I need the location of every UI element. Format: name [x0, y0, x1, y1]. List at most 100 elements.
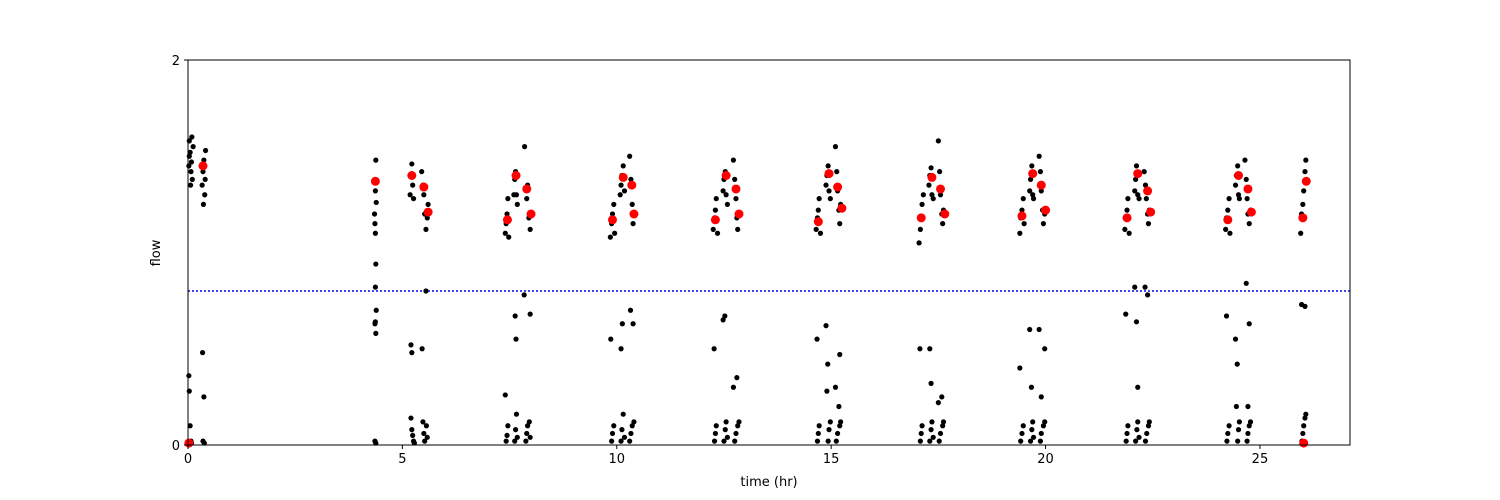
observation-point [1132, 284, 1138, 290]
observation-point [1042, 419, 1048, 425]
observation-point [1233, 403, 1239, 410]
observation-point [1298, 230, 1304, 236]
observation-point [937, 192, 944, 198]
observation-point [1234, 361, 1240, 367]
observation-point [734, 375, 740, 381]
observation-point [730, 384, 737, 390]
observation-point [1142, 284, 1148, 290]
observation-point [1124, 207, 1130, 213]
observation-point [940, 221, 946, 227]
observation-point [409, 350, 415, 356]
observation-point [524, 196, 530, 202]
observation-point [1224, 438, 1230, 444]
observation-point [1235, 163, 1241, 169]
observation-point [620, 163, 626, 169]
observation-point [627, 438, 633, 444]
event-point [184, 438, 194, 448]
observation-point [1040, 221, 1047, 227]
observation-point [1027, 176, 1034, 182]
observation-point [410, 432, 416, 438]
observation-point [407, 192, 413, 198]
observation-point [621, 188, 628, 194]
observation-point [1123, 311, 1129, 317]
event-point [936, 184, 946, 194]
observation-point [627, 307, 634, 313]
observation-point [1136, 196, 1142, 202]
observation-point [1242, 157, 1248, 163]
observation-point [712, 207, 719, 213]
observation-point [1038, 188, 1044, 194]
event-point [1299, 438, 1309, 448]
observation-point [372, 319, 378, 325]
observation-point [1037, 169, 1044, 175]
observation-point [1017, 365, 1023, 371]
observation-point [190, 144, 196, 150]
observation-point [629, 201, 635, 207]
observation-point [825, 163, 831, 169]
observation-point [827, 419, 833, 425]
observation-point [372, 230, 378, 236]
observation-point [609, 430, 616, 437]
observation-point [1134, 427, 1140, 433]
observation-point [837, 221, 843, 227]
event-point [1298, 213, 1308, 223]
event-point [423, 207, 433, 217]
observation-point [1027, 326, 1033, 333]
observation-point [720, 188, 726, 194]
data-points-layer [184, 134, 1311, 448]
observation-point [722, 313, 728, 319]
observation-point [711, 346, 717, 352]
y-tick-label: 2 [172, 54, 180, 69]
observation-point [1018, 438, 1024, 444]
observation-point [832, 384, 839, 390]
observation-point [621, 434, 628, 440]
x-tick-label: 0 [184, 452, 192, 467]
observation-point [411, 440, 417, 446]
observation-point [920, 192, 926, 198]
observation-point [1042, 346, 1048, 352]
observation-point [1303, 157, 1309, 163]
observation-point [1029, 163, 1035, 169]
observation-point [724, 434, 731, 440]
observation-point [1125, 196, 1131, 202]
observation-point [1301, 423, 1307, 429]
observation-point [1247, 419, 1254, 425]
observation-point [817, 230, 824, 236]
observation-point [826, 427, 832, 433]
observation-point [1030, 196, 1037, 202]
observation-point [919, 423, 925, 429]
x-tick-label: 15 [823, 452, 840, 467]
observation-point [1232, 182, 1239, 188]
observation-point [504, 432, 510, 438]
observation-point [609, 438, 615, 444]
observation-point [202, 192, 208, 198]
observation-point [630, 221, 636, 227]
observation-point [189, 134, 195, 140]
event-point [1246, 207, 1256, 217]
observation-point [200, 169, 206, 175]
observation-point [1029, 427, 1035, 433]
observation-point [1303, 411, 1309, 417]
observation-point [926, 182, 932, 188]
observation-point [816, 196, 822, 202]
observation-point [711, 438, 718, 444]
observation-point [1300, 430, 1306, 437]
observation-point [1021, 221, 1027, 227]
observation-point [372, 221, 378, 227]
observation-point [927, 346, 933, 352]
observation-point [1036, 153, 1042, 159]
observation-point [419, 169, 425, 175]
observation-point [835, 430, 841, 437]
observation-point [505, 423, 511, 429]
observation-point [834, 169, 840, 175]
observation-point [1141, 169, 1147, 175]
observation-point [513, 336, 519, 342]
observation-point [410, 182, 416, 188]
observation-point [186, 388, 192, 394]
observation-point [832, 144, 839, 150]
observation-point [825, 438, 831, 444]
observation-point [371, 211, 378, 217]
observation-point [1036, 326, 1042, 333]
observation-point [1244, 438, 1250, 444]
